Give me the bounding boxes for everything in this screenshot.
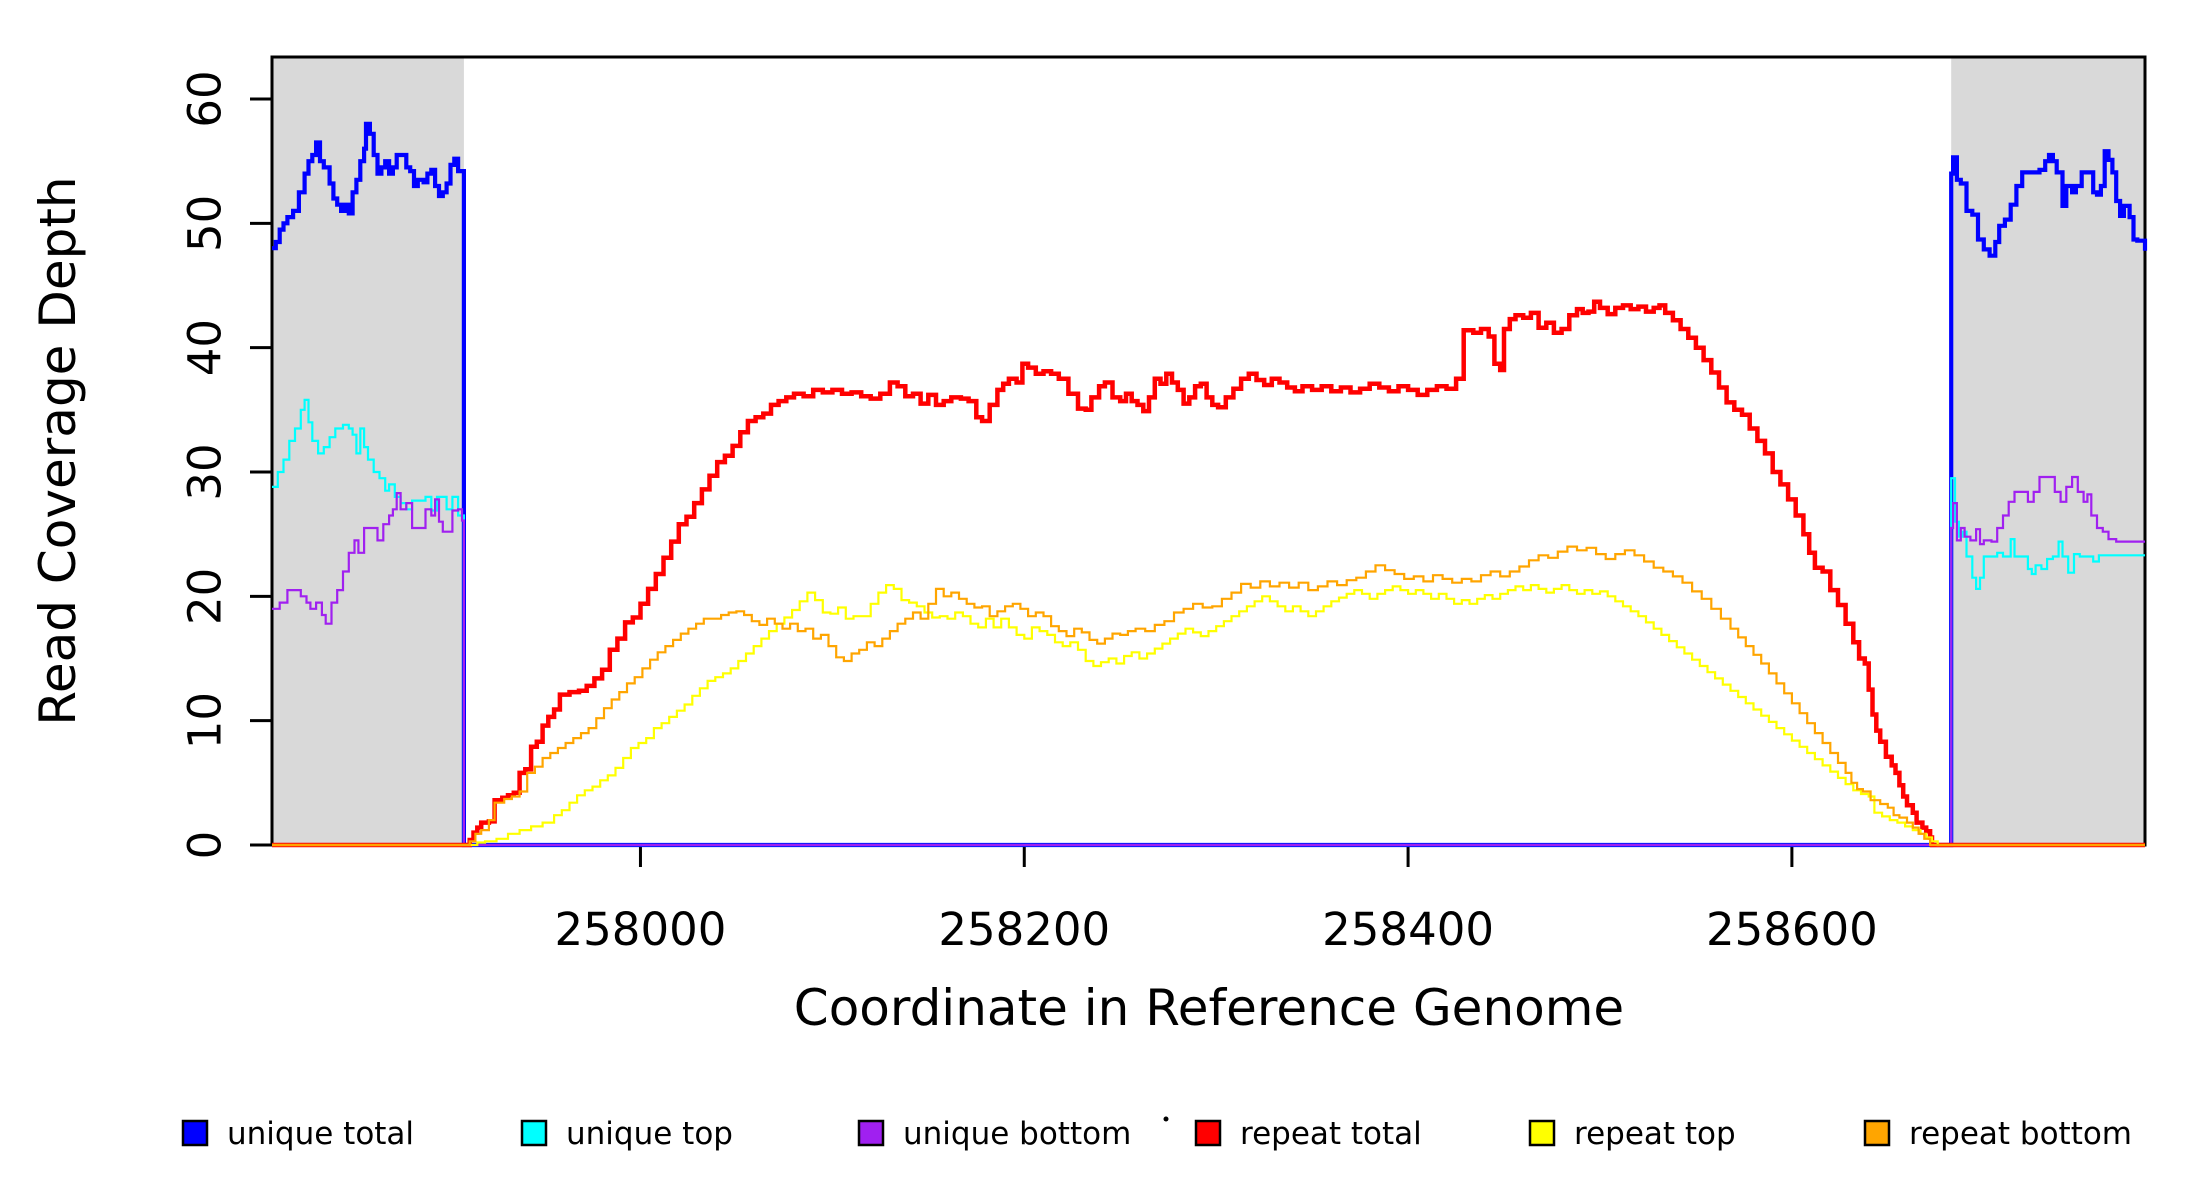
series-repeat-bottom xyxy=(272,545,2145,847)
legend-label-repeat-bottom: repeat bottom xyxy=(1909,1116,2132,1152)
series-unique-bottom xyxy=(272,475,2145,847)
legend-item-repeat-total: repeat total xyxy=(1194,1116,1422,1152)
axes: 0 10 20 30 40 50 60 258000 258200 258400 258600 xyxy=(179,70,1878,956)
y-tick-label-50: 50 xyxy=(179,195,232,252)
legend: unique total unique top unique bottom re… xyxy=(181,1116,2132,1152)
x-tick-label-258200: 258200 xyxy=(938,903,1110,956)
y-tick-label-0: 0 xyxy=(179,831,232,860)
legend-swatch-unique-total xyxy=(181,1119,209,1147)
legend-item-unique-total: unique total xyxy=(181,1116,414,1152)
x-axis-title: Coordinate in Reference Genome xyxy=(794,979,1624,1037)
region-right-unique-flank xyxy=(1951,57,2145,845)
series-unique-total xyxy=(272,121,2148,848)
legend-label-unique-bottom: unique bottom xyxy=(903,1116,1131,1152)
legend-swatch-repeat-total xyxy=(1194,1119,1222,1147)
legend-label-unique-top: unique top xyxy=(566,1116,733,1152)
legend-swatch-unique-top xyxy=(520,1119,548,1147)
legend-swatch-repeat-top xyxy=(1528,1119,1556,1147)
legend-swatch-unique-bottom xyxy=(857,1119,885,1147)
series-unique-top xyxy=(272,398,2145,847)
y-tick-label-40: 40 xyxy=(179,319,232,376)
series-repeat-total xyxy=(272,299,2145,848)
plot-box xyxy=(270,55,2147,847)
x-tick-label-258600: 258600 xyxy=(1706,903,1878,956)
legend-swatch-repeat-bottom xyxy=(1863,1119,1891,1147)
legend-item-repeat-top: repeat top xyxy=(1528,1116,1736,1152)
legend-item-repeat-bottom: repeat bottom xyxy=(1863,1116,2132,1152)
legend-label-unique-total: unique total xyxy=(227,1116,414,1152)
legend-item-unique-top: unique top xyxy=(520,1116,733,1152)
y-tick-label-30: 30 xyxy=(179,443,232,500)
series-repeat-top xyxy=(272,584,2145,847)
y-tick-label-60: 60 xyxy=(179,70,232,127)
x-tick-label-258400: 258400 xyxy=(1322,903,1494,956)
legend-label-repeat-top: repeat top xyxy=(1574,1116,1736,1152)
y-tick-label-20: 20 xyxy=(179,568,232,625)
legend-label-repeat-total: repeat total xyxy=(1240,1116,1422,1152)
legend-item-unique-bottom: unique bottom xyxy=(857,1116,1131,1152)
plot-border xyxy=(270,55,2147,847)
y-axis-title: Read Coverage Depth xyxy=(29,176,87,725)
stray-dot xyxy=(1163,1116,1169,1122)
data-series xyxy=(272,121,2148,848)
x-tick-label-258000: 258000 xyxy=(555,903,727,956)
shaded-regions xyxy=(272,57,2145,845)
y-tick-label-10: 10 xyxy=(179,692,232,749)
